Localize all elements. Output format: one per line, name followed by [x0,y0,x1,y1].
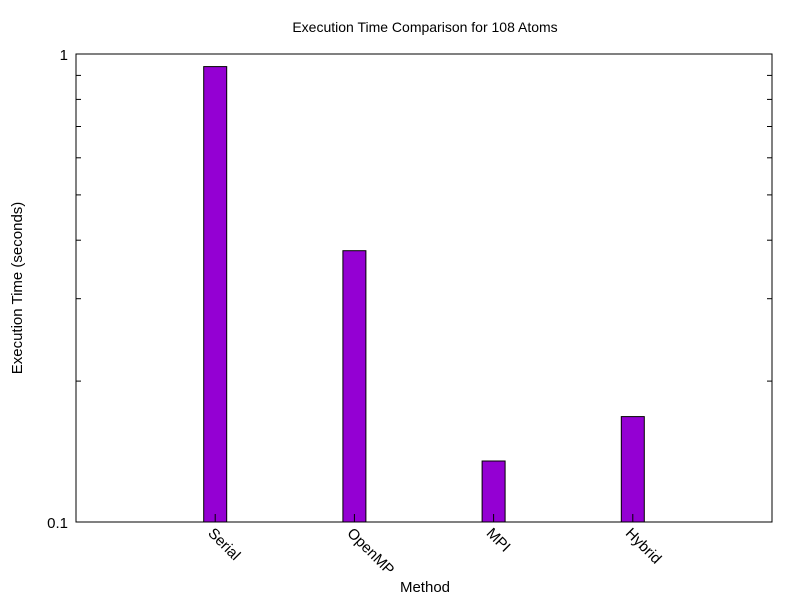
x-tick-label-hybrid: Hybrid [622,525,665,568]
bars [203,66,645,523]
bar-serial [203,66,228,523]
plot-area [75,53,773,523]
x-tick-labels: Serial OpenMP MPI Hybrid [204,525,664,579]
y-tick-label: 0.1 [47,515,68,532]
y-minor-ticks [76,74,772,382]
x-tick-label-mpi: MPI [483,525,514,556]
y-tick-label: 1 [60,47,68,64]
bar-openmp [342,250,367,523]
y-major-ticks: 0.11 [47,47,772,532]
x-tick-label-serial: Serial [204,525,243,564]
bar-hybrid [620,416,645,523]
bar-mpi [481,460,506,523]
x-tick-label-openmp: OpenMP [344,525,398,579]
x-axis-label: Method [400,579,450,596]
chart-title: Execution Time Comparison for 108 Atoms [292,19,557,35]
y-axis-label: Execution Time (seconds) [9,202,26,375]
